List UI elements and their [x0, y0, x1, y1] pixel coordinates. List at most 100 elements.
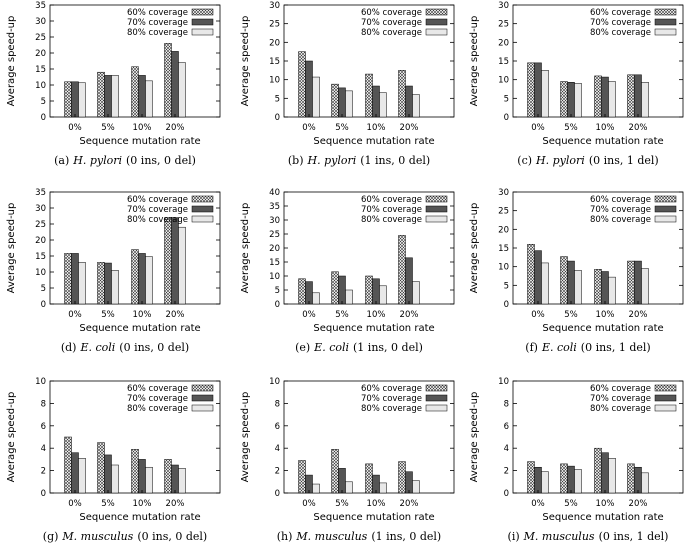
bar-70pct-20pct	[171, 217, 179, 305]
x-tick-label: 5%	[564, 310, 578, 320]
bar-80pct-10pct	[608, 81, 616, 118]
bar-60pct-20pct	[164, 217, 172, 305]
x-tick-label: 5%	[335, 310, 349, 320]
legend-label-80: 80% coverage	[361, 28, 422, 38]
legend-swatch-70	[191, 18, 214, 26]
bar-60pct-0pct	[64, 436, 72, 494]
legend-swatch-60	[654, 384, 677, 392]
x-axis-label: Sequence mutation rate	[79, 323, 200, 334]
bar-70pct-20pct	[405, 471, 413, 494]
legend-swatch-80	[654, 215, 677, 223]
bar-80pct-20pct	[641, 472, 649, 494]
y-axis-label: Average speed-up	[6, 392, 17, 483]
legend-label-80: 80% coverage	[127, 215, 188, 225]
y-tick-label: 20	[35, 236, 46, 246]
legend-swatch-70	[425, 18, 448, 26]
y-tick-label: 25	[269, 20, 280, 30]
caption-label: (e)	[295, 341, 310, 354]
y-tick-label: 8	[41, 399, 46, 409]
bar-80pct-10pct	[379, 92, 387, 118]
caption-params: (0 ins, 0 del)	[119, 341, 189, 354]
x-axis-label: Sequence mutation rate	[79, 136, 200, 147]
y-tick-label: 0	[504, 113, 509, 123]
chart-panel-d: 0 5 10 15 20 25 30 35 0% 5% 10% 20% Sequence mutatio…	[6, 188, 221, 354]
y-tick-label: 30	[269, 216, 280, 226]
caption-organism: H. pylori	[72, 154, 122, 167]
bar-80pct-10pct	[145, 466, 153, 494]
bar-70pct-5pct	[104, 262, 112, 305]
legend-label-60: 60% coverage	[361, 195, 422, 205]
y-tick-label: 5	[41, 284, 46, 294]
bar-70pct-5pct	[104, 454, 112, 494]
legend-label-60: 60% coverage	[127, 195, 188, 205]
legend-swatch-80	[191, 28, 214, 36]
bar-60pct-20pct	[627, 74, 635, 118]
bar-60pct-20pct	[627, 260, 635, 305]
y-tick-label: 2	[275, 467, 280, 477]
legend-label-70: 70% coverage	[590, 18, 651, 28]
y-tick-label: 0	[41, 300, 46, 310]
legend-swatch-80	[191, 404, 214, 412]
bar-60pct-10pct	[594, 447, 602, 494]
x-axis-label: Sequence mutation rate	[542, 512, 663, 523]
bar-60pct-0pct	[298, 51, 306, 118]
y-tick-label: 8	[275, 399, 280, 409]
legend-swatch-70	[425, 205, 448, 213]
y-tick-label: 5	[504, 94, 509, 104]
bar-60pct-10pct	[365, 73, 373, 118]
bar-80pct-20pct	[641, 268, 649, 305]
y-tick-label: 10	[498, 76, 509, 86]
y-axis-label: Average speed-up	[469, 16, 480, 107]
x-tick-label: 0%	[302, 499, 316, 509]
y-tick-label: 35	[35, 188, 46, 198]
y-tick-label: 20	[269, 244, 280, 254]
y-tick-label: 2	[504, 467, 509, 477]
x-tick-label: 10%	[367, 123, 386, 133]
legend-swatch-60	[425, 384, 448, 392]
y-tick-label: 5	[275, 94, 280, 104]
bar-80pct-10pct	[145, 256, 153, 305]
legend-swatch-70	[191, 205, 214, 213]
legend-label-60: 60% coverage	[590, 195, 651, 205]
y-tick-label: 10	[35, 268, 46, 278]
caption-organism: M. musculus	[295, 530, 367, 543]
bar-80pct-10pct	[379, 285, 387, 305]
legend-swatch-60	[425, 195, 448, 203]
bar-60pct-5pct	[97, 442, 105, 494]
y-tick-label: 15	[269, 57, 280, 67]
bar-60pct-0pct	[527, 461, 535, 494]
y-tick-label: 6	[504, 422, 509, 432]
y-tick-label: 5	[275, 286, 280, 296]
x-tick-label: 10%	[367, 499, 386, 509]
bar-70pct-5pct	[567, 82, 575, 118]
bar-70pct-5pct	[338, 275, 346, 305]
bar-80pct-20pct	[178, 468, 186, 494]
bar-70pct-0pct	[534, 62, 542, 118]
legend-label-80: 80% coverage	[590, 28, 651, 38]
x-tick-label: 0%	[531, 310, 545, 320]
bar-70pct-20pct	[405, 257, 413, 305]
y-tick-label: 30	[35, 17, 46, 27]
bar-60pct-0pct	[527, 244, 535, 305]
legend-label-80: 80% coverage	[361, 404, 422, 414]
x-tick-label: 5%	[101, 499, 115, 509]
y-tick-label: 15	[269, 258, 280, 268]
bar-60pct-20pct	[398, 461, 406, 494]
y-tick-label: 30	[35, 204, 46, 214]
bar-70pct-5pct	[104, 75, 112, 118]
y-tick-label: 0	[504, 489, 509, 499]
bar-60pct-10pct	[131, 249, 139, 305]
caption-params: (0 ins, 0 del)	[137, 530, 207, 543]
y-tick-label: 2	[41, 467, 46, 477]
y-tick-label: 20	[269, 38, 280, 48]
x-tick-label: 5%	[335, 499, 349, 509]
bar-60pct-0pct	[64, 253, 72, 305]
bar-60pct-10pct	[131, 66, 139, 118]
x-tick-label: 0%	[302, 310, 316, 320]
y-tick-label: 30	[269, 1, 280, 11]
y-tick-label: 0	[504, 300, 509, 310]
y-axis-label: Average speed-up	[6, 203, 17, 294]
panel-caption: (d) E. coli (0 ins, 0 del)	[61, 341, 189, 354]
y-axis-label: Average speed-up	[469, 392, 480, 483]
y-axis-label: Average speed-up	[240, 16, 251, 107]
